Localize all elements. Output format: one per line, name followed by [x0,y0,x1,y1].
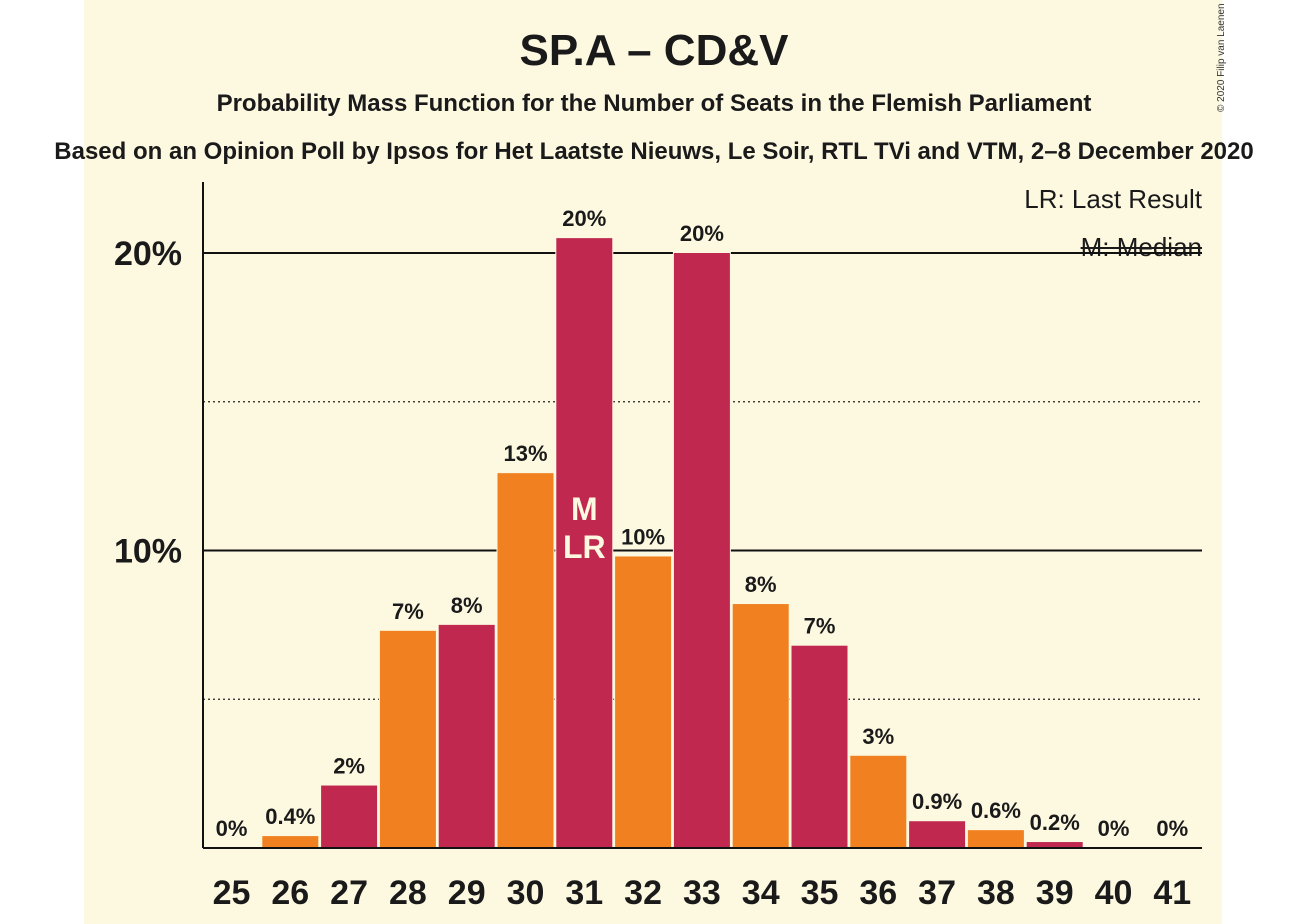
data-label: 2% [333,754,365,779]
x-tick-label: 27 [330,874,368,912]
chart-subtitle: Probability Mass Function for the Number… [216,90,1092,117]
data-label: 0.6% [971,798,1021,823]
legend-median: M: Median [1080,232,1202,262]
x-tick-label: 37 [918,874,956,912]
bar [1026,842,1083,848]
y-tick-label: 10% [114,533,182,571]
data-label: 8% [745,572,777,597]
bar [909,821,966,848]
legend-last-result: LR: Last Result [1024,184,1202,214]
data-label: 20% [562,206,606,231]
bar [379,630,436,848]
data-label: 0.4% [265,804,315,829]
bar [791,645,848,848]
data-label: 20% [680,221,724,246]
x-tick-label: 28 [389,874,427,912]
bar [615,556,672,848]
data-label: 8% [451,593,483,618]
x-tick-label: 38 [977,874,1015,912]
chart-source-note: Based on an Opinion Poll by Ipsos for He… [54,138,1254,165]
data-label: 0% [1098,816,1130,841]
data-label: 0% [1156,816,1188,841]
x-tick-label: 29 [448,874,486,912]
bar [556,238,613,848]
x-tick-label: 33 [683,874,721,912]
x-tick-label: 40 [1095,874,1133,912]
last-result-marker: LR [563,529,606,565]
bar [673,253,730,848]
x-tick-label: 32 [624,874,662,912]
bar [497,473,554,848]
data-label: 7% [392,599,424,624]
bar [850,755,907,848]
data-label: 0.2% [1030,810,1080,835]
data-label: 0% [216,816,248,841]
bar [732,604,789,848]
data-label: 7% [804,614,836,639]
bar [438,624,495,848]
x-tick-label: 39 [1036,874,1074,912]
x-tick-label: 30 [507,874,545,912]
data-label: 10% [621,524,665,549]
x-tick-label: 25 [213,874,251,912]
x-tick-label: 41 [1153,874,1191,912]
data-label: 13% [503,441,547,466]
chart-title: SP.A – CD&V [519,26,789,75]
bar [967,830,1024,848]
bar [262,836,319,848]
x-tick-label: 26 [271,874,309,912]
x-tick-label: 36 [859,874,897,912]
x-tick-label: 34 [742,874,780,912]
bar [321,785,378,848]
y-tick-label: 20% [114,235,182,273]
median-marker: M [571,491,598,527]
data-label: 3% [862,724,894,749]
x-tick-label: 35 [801,874,839,912]
x-tick-label: 31 [565,874,603,912]
data-label: 0.9% [912,789,962,814]
